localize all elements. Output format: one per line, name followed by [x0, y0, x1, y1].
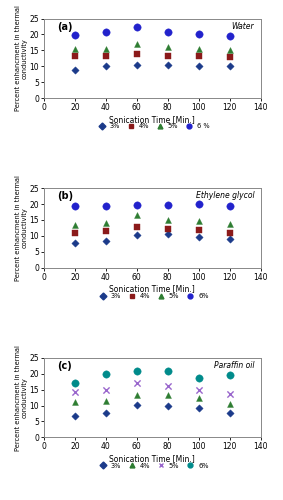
Point	[228, 228, 232, 236]
Point	[104, 410, 108, 418]
Point	[73, 228, 77, 236]
Point	[134, 232, 139, 239]
Point	[73, 45, 77, 53]
Point	[73, 66, 77, 74]
Point	[134, 400, 139, 408]
Point	[166, 230, 170, 238]
Text: Water: Water	[231, 22, 254, 30]
Point	[196, 200, 201, 208]
Point	[134, 223, 139, 231]
Point	[228, 390, 232, 398]
Point	[134, 40, 139, 48]
Point	[166, 367, 170, 375]
Text: (c): (c)	[57, 361, 72, 371]
Y-axis label: Percent enhancment in thermal
conductivity: Percent enhancment in thermal conductivi…	[15, 175, 28, 281]
Point	[196, 30, 201, 38]
Point	[134, 379, 139, 387]
Y-axis label: Percent enhancment in thermal
conductivity: Percent enhancment in thermal conductivi…	[15, 344, 28, 451]
Point	[104, 397, 108, 405]
Point	[196, 374, 201, 382]
Point	[134, 24, 139, 32]
Legend: 3%, 4%, 5%, 6 %: 3%, 4%, 5%, 6 %	[94, 122, 211, 130]
Point	[166, 382, 170, 390]
Point	[104, 62, 108, 70]
Point	[166, 200, 170, 208]
Point	[166, 391, 170, 399]
X-axis label: Sonication Time [Min.]: Sonication Time [Min.]	[110, 284, 195, 294]
Point	[134, 211, 139, 219]
Point	[166, 52, 170, 60]
Point	[104, 218, 108, 226]
Text: Paraffin oil: Paraffin oil	[214, 361, 254, 370]
Text: Ethylene glycol: Ethylene glycol	[196, 192, 254, 200]
Point	[73, 388, 77, 396]
Point	[134, 391, 139, 399]
Point	[228, 46, 232, 54]
Point	[228, 410, 232, 418]
Point	[196, 404, 201, 412]
Point	[104, 386, 108, 394]
Legend: 3%, 4%, 5%, 6%: 3%, 4%, 5%, 6%	[95, 461, 210, 470]
Point	[104, 370, 108, 378]
Point	[228, 220, 232, 228]
Point	[73, 30, 77, 38]
Point	[104, 202, 108, 210]
Point	[73, 52, 77, 60]
Point	[134, 60, 139, 68]
Point	[166, 216, 170, 224]
Point	[228, 52, 232, 60]
Point	[228, 62, 232, 70]
Point	[73, 412, 77, 420]
Point	[166, 43, 170, 51]
Point	[166, 225, 170, 233]
Point	[104, 52, 108, 60]
Point	[104, 227, 108, 235]
Point	[196, 226, 201, 234]
Point	[73, 398, 77, 406]
Point	[73, 239, 77, 247]
Point	[134, 201, 139, 209]
Point	[134, 367, 139, 375]
Point	[228, 202, 232, 210]
Point	[196, 386, 201, 394]
Point	[228, 400, 232, 408]
Point	[134, 50, 139, 58]
Point	[228, 235, 232, 243]
Text: (b): (b)	[57, 192, 73, 202]
Point	[104, 236, 108, 244]
Point	[166, 28, 170, 36]
Point	[73, 221, 77, 229]
X-axis label: Sonication Time [Min.]: Sonication Time [Min.]	[110, 454, 195, 463]
X-axis label: Sonication Time [Min.]: Sonication Time [Min.]	[110, 115, 195, 124]
Y-axis label: Percent enhancment in thermal
conductivity: Percent enhancment in thermal conductivi…	[15, 6, 28, 111]
Point	[196, 45, 201, 53]
Point	[104, 28, 108, 36]
Point	[196, 232, 201, 240]
Point	[196, 216, 201, 224]
Point	[166, 60, 170, 68]
Point	[104, 45, 108, 53]
Point	[228, 372, 232, 380]
Point	[73, 202, 77, 210]
Legend: 3%, 4%, 5%, 6%: 3%, 4%, 5%, 6%	[95, 292, 210, 300]
Point	[196, 394, 201, 402]
Text: (a): (a)	[57, 22, 72, 32]
Point	[196, 52, 201, 60]
Point	[228, 32, 232, 40]
Point	[73, 379, 77, 387]
Point	[166, 402, 170, 410]
Point	[196, 62, 201, 70]
